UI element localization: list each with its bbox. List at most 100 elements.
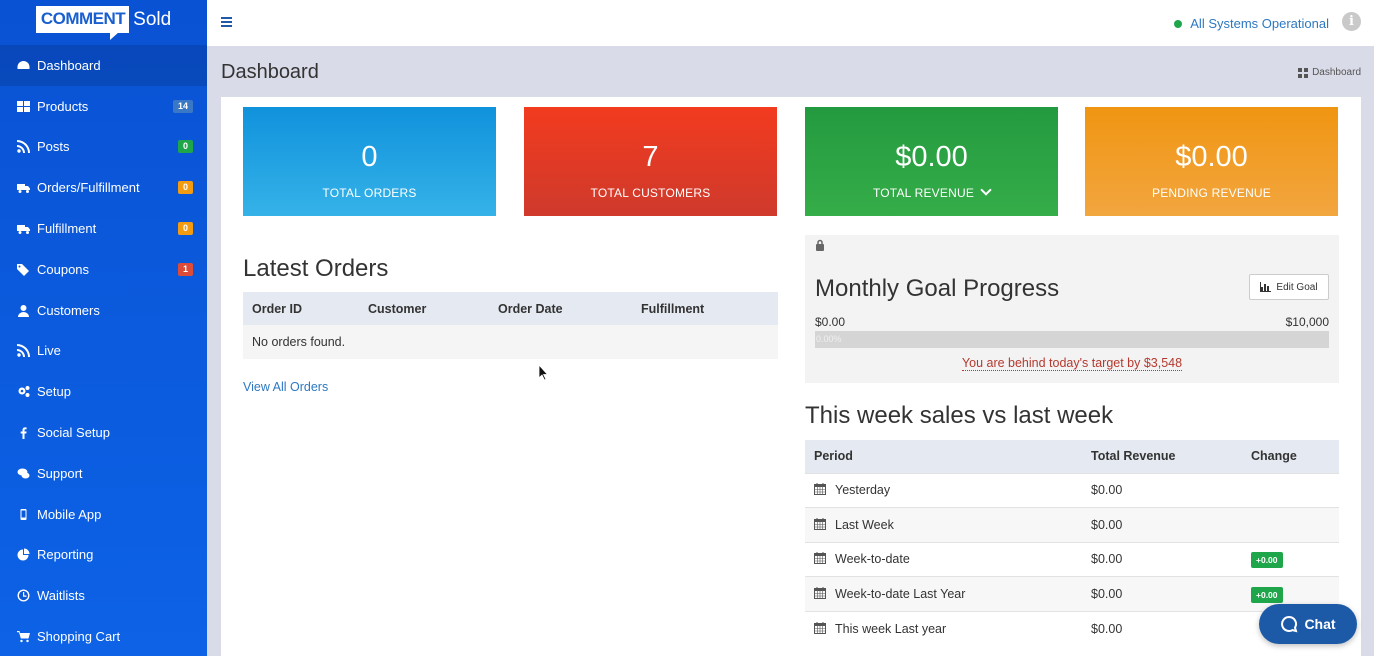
stat-value: $0.00: [1175, 141, 1248, 173]
table-row: Week-to-date $0.00 +0.00: [805, 541, 1339, 577]
col-total-revenue[interactable]: Total Revenue: [1082, 440, 1242, 473]
edit-goal-button[interactable]: Edit Goal: [1249, 274, 1329, 300]
sidebar-item-support[interactable]: Support: [0, 453, 207, 494]
sidebar-item-setup[interactable]: Setup: [0, 371, 207, 412]
hamburger-menu-icon[interactable]: [221, 17, 232, 27]
sidebar-item-shopping-cart[interactable]: Shopping Cart: [0, 616, 207, 656]
grid-icon: [1298, 67, 1309, 78]
sidebar-item-customers[interactable]: Customers: [0, 290, 207, 331]
edit-goal-label: Edit Goal: [1276, 281, 1318, 293]
col-fulfillment[interactable]: Fulfillment: [632, 292, 778, 325]
stat-pending-revenue[interactable]: $0.00 PENDING REVENUE: [1085, 107, 1338, 216]
sidebar-item-live[interactable]: Live: [0, 331, 207, 372]
calendar-icon: [814, 586, 826, 599]
clock-icon: [16, 589, 30, 603]
goal-behind-text[interactable]: You are behind today's target by $3,548: [961, 356, 1183, 371]
period-cell: This week Last year: [805, 610, 1082, 646]
col-order-id[interactable]: Order ID: [243, 292, 359, 325]
sidebar: COMMENT Sold Dashboard Products 14 Posts 0 Or…: [0, 0, 207, 656]
top-bar: All Systems Operational i: [207, 0, 1374, 46]
stat-total-customers[interactable]: 7 TOTAL CUSTOMERS: [524, 107, 777, 216]
sidebar-item-badge: 14: [172, 99, 193, 113]
calendar-icon: [814, 483, 826, 496]
stat-total-orders[interactable]: 0 TOTAL ORDERS: [243, 107, 496, 216]
period-cell: Yesterday: [805, 472, 1082, 508]
col-order-date[interactable]: Order Date: [489, 292, 632, 325]
table-header-row: Order ID Customer Order Date Fulfillment: [243, 292, 778, 325]
goal-progress-bar: 0.00%: [815, 331, 1329, 348]
sidebar-item-label: Waitlists: [37, 588, 85, 604]
sidebar-item-waitlists[interactable]: Waitlists: [0, 575, 207, 616]
period-label: This week Last year: [835, 621, 947, 636]
sidebar-item-social-setup[interactable]: Social Setup: [0, 412, 207, 453]
change-cell: +0.00: [1242, 541, 1339, 577]
truck-icon: [16, 181, 30, 195]
logo-area: COMMENT Sold: [0, 0, 207, 45]
change-cell: [1242, 472, 1339, 508]
info-icon[interactable]: i: [1342, 12, 1361, 31]
page-title: Dashboard: [221, 61, 319, 83]
status-text: All Systems Operational: [1190, 16, 1329, 31]
sidebar-item-label: Posts: [37, 139, 70, 155]
period-label: Yesterday: [835, 483, 891, 498]
stat-value: 7: [642, 141, 659, 173]
pie-chart-icon: [16, 548, 30, 562]
calendar-icon: [814, 517, 826, 530]
logo[interactable]: COMMENT Sold: [35, 6, 171, 40]
bar-chart-icon: [1260, 282, 1272, 292]
sidebar-item-label: Setup: [37, 384, 71, 400]
system-status[interactable]: All Systems Operational: [1174, 16, 1329, 31]
facebook-icon: [16, 426, 30, 440]
stat-total-revenue[interactable]: $0.00 TOTAL REVENUE: [805, 107, 1058, 216]
sidebar-item-dashboard[interactable]: Dashboard: [0, 45, 207, 86]
sidebar-item-fulfillment[interactable]: Fulfillment 0: [0, 208, 207, 249]
sidebar-nav: Dashboard Products 14 Posts 0 Orders/Fulfillm…: [0, 45, 207, 656]
chat-label: Chat: [1304, 616, 1336, 632]
week-sales-table: Period Total Revenue Change Yesterday $0.…: [805, 440, 1339, 646]
change-cell: [1242, 507, 1339, 542]
stat-label: TOTAL ORDERS: [322, 186, 417, 200]
col-change[interactable]: Change: [1242, 440, 1339, 473]
truck-icon: [16, 222, 30, 236]
table-row: Yesterday $0.00: [805, 472, 1339, 508]
col-period[interactable]: Period: [805, 440, 1082, 473]
col-customer[interactable]: Customer: [359, 292, 489, 325]
sidebar-item-label: Fulfillment: [37, 221, 97, 237]
revenue-cell: $0.00: [1082, 576, 1242, 611]
chat-bubble-icon: [1281, 615, 1298, 633]
sidebar-item-label: Reporting: [37, 547, 94, 563]
sidebar-item-mobile-app[interactable]: Mobile App: [0, 494, 207, 535]
period-label: Week-to-date Last Year: [835, 586, 966, 601]
lock-icon: [816, 239, 824, 251]
monthly-goal-box: Monthly Goal Progress Edit Goal $0.00 $1…: [805, 235, 1339, 383]
logo-word-comment: COMMENT: [35, 6, 130, 40]
period-cell: Week-to-date Last Year: [805, 576, 1082, 611]
sidebar-item-orders-fulfillment[interactable]: Orders/Fulfillment 0: [0, 167, 207, 208]
goal-behind-message: You are behind today's target by $3,548: [805, 356, 1339, 371]
sidebar-item-posts[interactable]: Posts 0: [0, 127, 207, 168]
gears-icon: [16, 385, 30, 399]
sidebar-item-coupons[interactable]: Coupons 1: [0, 249, 207, 290]
view-all-orders-link[interactable]: View All Orders: [243, 380, 329, 394]
sidebar-item-badge: 0: [177, 181, 193, 195]
grid-icon: [16, 99, 30, 113]
user-icon: [16, 303, 30, 317]
sidebar-item-products[interactable]: Products 14: [0, 86, 207, 127]
sidebar-item-label: Orders/Fulfillment: [37, 180, 140, 196]
stat-label: PENDING REVENUE: [1151, 186, 1272, 200]
chevron-down-icon[interactable]: [980, 184, 992, 196]
sidebar-item-label: Live: [37, 343, 61, 359]
sidebar-item-label: Shopping Cart: [37, 629, 121, 645]
period-label: Week-to-date: [835, 552, 910, 567]
table-header-row: Period Total Revenue Change: [805, 440, 1339, 473]
latest-orders-table: Order ID Customer Order Date Fulfillment…: [243, 292, 778, 359]
revenue-cell: $0.00: [1082, 610, 1242, 646]
rss-icon: [16, 140, 30, 154]
latest-orders-title: Latest Orders: [243, 255, 389, 282]
chat-button[interactable]: Chat: [1259, 604, 1357, 644]
breadcrumb-label: Dashboard: [1312, 67, 1361, 78]
breadcrumb[interactable]: Dashboard: [1298, 67, 1361, 78]
stat-value: $0.00: [895, 141, 968, 173]
revenue-cell: $0.00: [1082, 507, 1242, 542]
sidebar-item-reporting[interactable]: Reporting: [0, 535, 207, 576]
